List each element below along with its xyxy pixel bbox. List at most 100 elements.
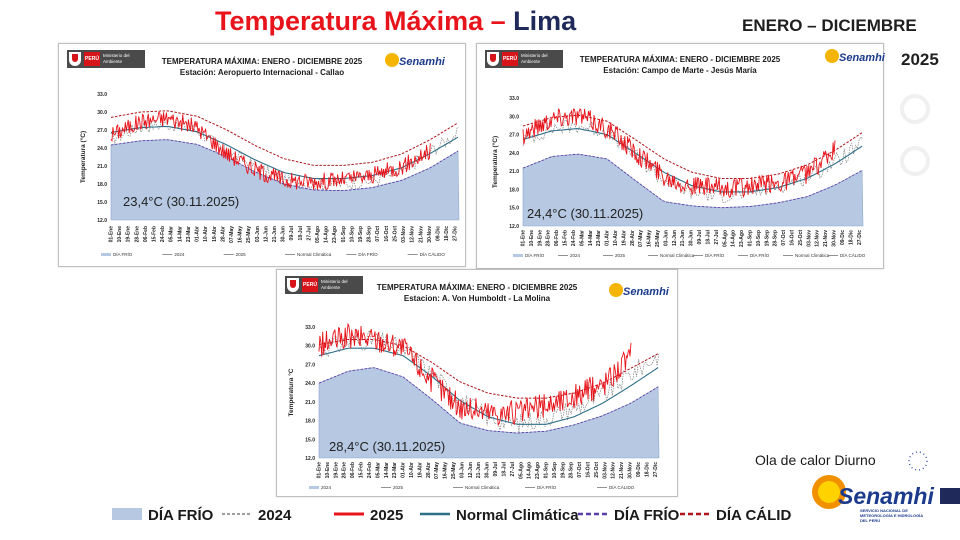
warm-day-line: [110, 110, 459, 166]
x-tick-label: 28-Ene: [134, 226, 140, 243]
y-tick-label: 18.0: [305, 419, 315, 425]
x-tick-label: 10-Abr: [613, 230, 619, 246]
x-tick-label: 10-Abr: [409, 462, 415, 478]
senamhi-logo: Senamhi: [825, 49, 885, 64]
x-tick-label: 10-Sep: [756, 230, 762, 246]
y-axis-label: Temperatura (°C): [491, 136, 499, 188]
title-dash: –: [483, 6, 514, 36]
series-2025-line: [318, 322, 632, 427]
legend-svg: DÍA FRÍO 2024 2025 Normal Climática DÍA FRÍO…: [112, 507, 792, 524]
x-tick-label: 16-Oct: [384, 226, 390, 242]
x-tick-label: 14-Mar: [588, 230, 594, 246]
cold-day-line: [522, 153, 863, 209]
x-tick-label: 23-Mar: [392, 462, 398, 478]
x-tick-label: 12-Nov: [410, 226, 416, 243]
x-tick-label: 05-Ago: [315, 226, 321, 243]
chart-title: TEMPERATURA MÁXIMA: ENERO - DICIEMBRE 20…: [579, 55, 781, 64]
x-tick-label: 14-Ago: [527, 462, 533, 479]
x-tick-label: 21-Nov: [619, 462, 625, 479]
x-tick-label: 28-Sep: [367, 226, 373, 242]
x-tick-label: 10-Sep: [552, 462, 558, 478]
x-tick-label: 10-Ene: [325, 462, 331, 479]
x-tick-label: 25-Oct: [392, 226, 398, 242]
chart-svg: 12.0 15.0 18.0 21.0 24.0 27.0 30.0 33.0 Temperat…: [491, 96, 866, 258]
x-tick-label: 10-Ene: [529, 230, 535, 247]
mini-legend-label: Normal Climática: [297, 252, 332, 257]
x-tick-label: 30-Nov: [427, 226, 433, 243]
sun-icon: [825, 49, 839, 63]
mini-legend-label: DÍA FRÍO: [537, 484, 557, 490]
y-tick-label: 27.0: [509, 133, 519, 139]
x-tick-label: 27-Jul: [510, 461, 516, 476]
y-tick-label: 12.0: [509, 224, 519, 230]
y-tick-label: 12.0: [305, 456, 315, 462]
x-tick-label: 03-Jun: [663, 230, 669, 246]
x-tick-label: 14-Mar: [177, 226, 183, 242]
x-tick-label: 09-Jul: [493, 461, 499, 476]
x-tick-label: 19-Abr: [621, 230, 627, 246]
chart-title: TEMPERATURA MÁXIMA: ENERO - DICIEMBRE 20…: [376, 283, 578, 292]
x-tick-label: 21-Nov: [418, 226, 424, 243]
y-tick-label: 33.0: [509, 96, 519, 102]
x-tick-label: 15-Feb: [359, 462, 365, 478]
x-tick-label: 09-Jul: [289, 225, 295, 240]
ministry-logo: PERÚ Ministerio del Ambiente: [285, 276, 363, 294]
mini-legend-label: Normal Climática: [660, 253, 695, 258]
chart-subtitle: Estación: Aeropuerto Internacional - Cal…: [179, 68, 345, 77]
x-tick-label: 24-Feb: [367, 462, 373, 478]
x-tick-label: 27-Dic: [857, 230, 863, 245]
mini-legend-label: 2024: [321, 485, 332, 490]
x-tick-label: 12-Jun: [672, 230, 678, 246]
y-tick-label: 24.0: [305, 381, 315, 387]
y-tick-label: 27.0: [97, 128, 107, 134]
y-tick-label: 27.0: [305, 362, 315, 368]
x-tick-label: 06-Feb: [554, 230, 560, 246]
chart-panel-campo-de-marte: PERÚ Ministerio del Ambiente TEMPERATURA…: [476, 43, 885, 269]
max-temp-annotation: 28,4°C (30.11.2025): [329, 439, 445, 454]
y-tick-label: 30.0: [509, 114, 519, 120]
x-tick-label: 23-Mar: [186, 226, 192, 242]
corner-tab: [940, 488, 960, 504]
x-tick-label: 19-Sep: [358, 226, 364, 242]
x-tick-label: 01-Sep: [747, 230, 753, 246]
x-tick-label: 09-Dic: [840, 230, 846, 245]
max-temp-annotation: 23,4°C (30.11.2025): [123, 194, 239, 209]
x-tick-label: 16-May: [238, 226, 244, 243]
y-axis-label: Temperatura °C: [287, 368, 295, 416]
y-tick-label: 18.0: [509, 187, 519, 193]
y-axis-label: Temperatura (°C): [79, 131, 87, 183]
cold-day-line: [318, 367, 659, 434]
x-tick-label: 19-Abr: [212, 226, 218, 242]
x-tick-label: 19-Ene: [333, 462, 339, 479]
y-tick-label: 24.0: [509, 151, 519, 157]
y-tick-label: 33.0: [97, 92, 107, 98]
x-tick-label: 14-Ago: [731, 230, 737, 247]
x-tick-label: 24-Feb: [160, 226, 166, 242]
x-tick-label: 16-Oct: [790, 230, 796, 246]
mini-legend-label: 2024: [174, 252, 185, 257]
x-tick-label: 15-Feb: [152, 226, 158, 242]
mini-legend-label: DÍA FRÍO: [113, 251, 133, 257]
sun-icon: [385, 53, 399, 67]
sun-icon: [812, 475, 846, 509]
deco-ring: [900, 94, 930, 124]
x-tick-label: 07-May: [434, 462, 440, 479]
x-tick-label: 28-Sep: [773, 230, 779, 246]
ministry-label: Ministerio del Ambiente: [521, 53, 548, 64]
x-tick-label: 28-Abr: [220, 226, 226, 242]
x-tick-label: 01-Abr: [401, 462, 407, 478]
x-tick-label: 25-May: [246, 226, 252, 243]
x-tick-label: 27-Jul: [306, 225, 312, 240]
x-tick-label: 05-Ago: [722, 230, 728, 247]
senamhi-main-logo: Senamhi SERVICIO NACIONAL DE METEOROLOGÍ…: [812, 475, 934, 527]
x-tick-label: 01-Ene: [109, 226, 115, 243]
peru-flag-label: PERÚ: [302, 278, 318, 292]
x-tick-label: 01-Ene: [317, 462, 323, 479]
senamhi-logo-text: Senamhi: [839, 52, 885, 64]
mini-legend-label: DÍA FRÍO: [358, 251, 378, 257]
y-tick-label: 12.0: [97, 218, 107, 224]
y-tick-label: 33.0: [305, 325, 315, 331]
x-tick-label: 10-Sep: [349, 226, 355, 242]
x-tick-label: 03-Jun: [459, 462, 465, 478]
mini-legend-label: Normal Climática: [795, 253, 830, 258]
